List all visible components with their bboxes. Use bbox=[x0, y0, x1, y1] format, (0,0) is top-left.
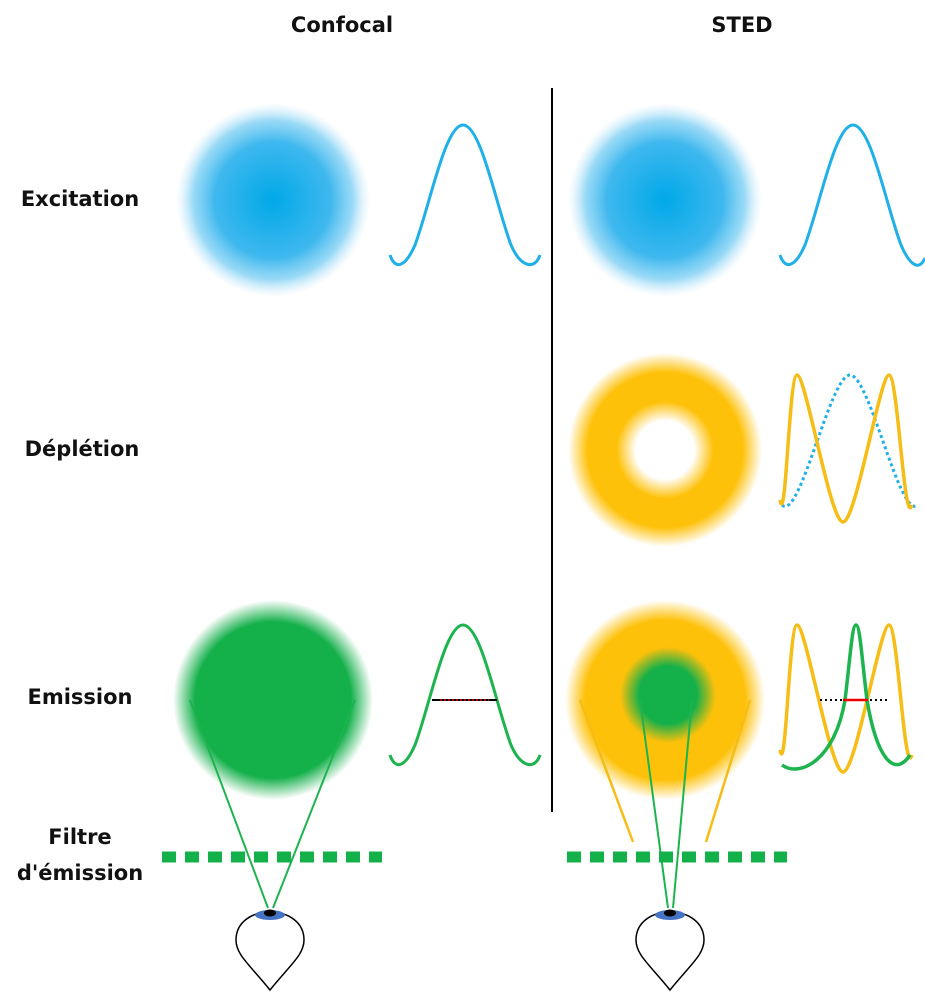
emission-profile bbox=[780, 623, 912, 771]
excitation-profile bbox=[778, 123, 925, 267]
column-title: STED bbox=[711, 13, 772, 37]
row-label: Déplétion bbox=[25, 437, 140, 461]
ray bbox=[272, 699, 356, 909]
ray bbox=[189, 699, 269, 909]
filter-label: Filtre bbox=[48, 825, 111, 849]
depletion-profile bbox=[778, 623, 914, 774]
excitation-profile bbox=[388, 123, 542, 266]
depletion-donut bbox=[568, 353, 762, 547]
emission-spot bbox=[173, 600, 373, 800]
column-title: Confocal bbox=[291, 13, 393, 37]
ray bbox=[639, 699, 669, 909]
row-label: Emission bbox=[28, 685, 133, 709]
eye bbox=[635, 909, 705, 992]
excitation-profile bbox=[780, 373, 920, 508]
ray bbox=[578, 699, 635, 843]
filter-label: d'émission bbox=[17, 861, 143, 885]
depletion-profile bbox=[778, 373, 914, 524]
emission-spot bbox=[620, 647, 716, 743]
ray bbox=[672, 699, 693, 909]
ray bbox=[704, 699, 752, 843]
excitation-spot bbox=[176, 103, 370, 297]
emission-profile bbox=[388, 623, 542, 766]
row-label: Excitation bbox=[21, 187, 139, 211]
eye bbox=[235, 909, 305, 992]
excitation-spot bbox=[568, 103, 762, 297]
